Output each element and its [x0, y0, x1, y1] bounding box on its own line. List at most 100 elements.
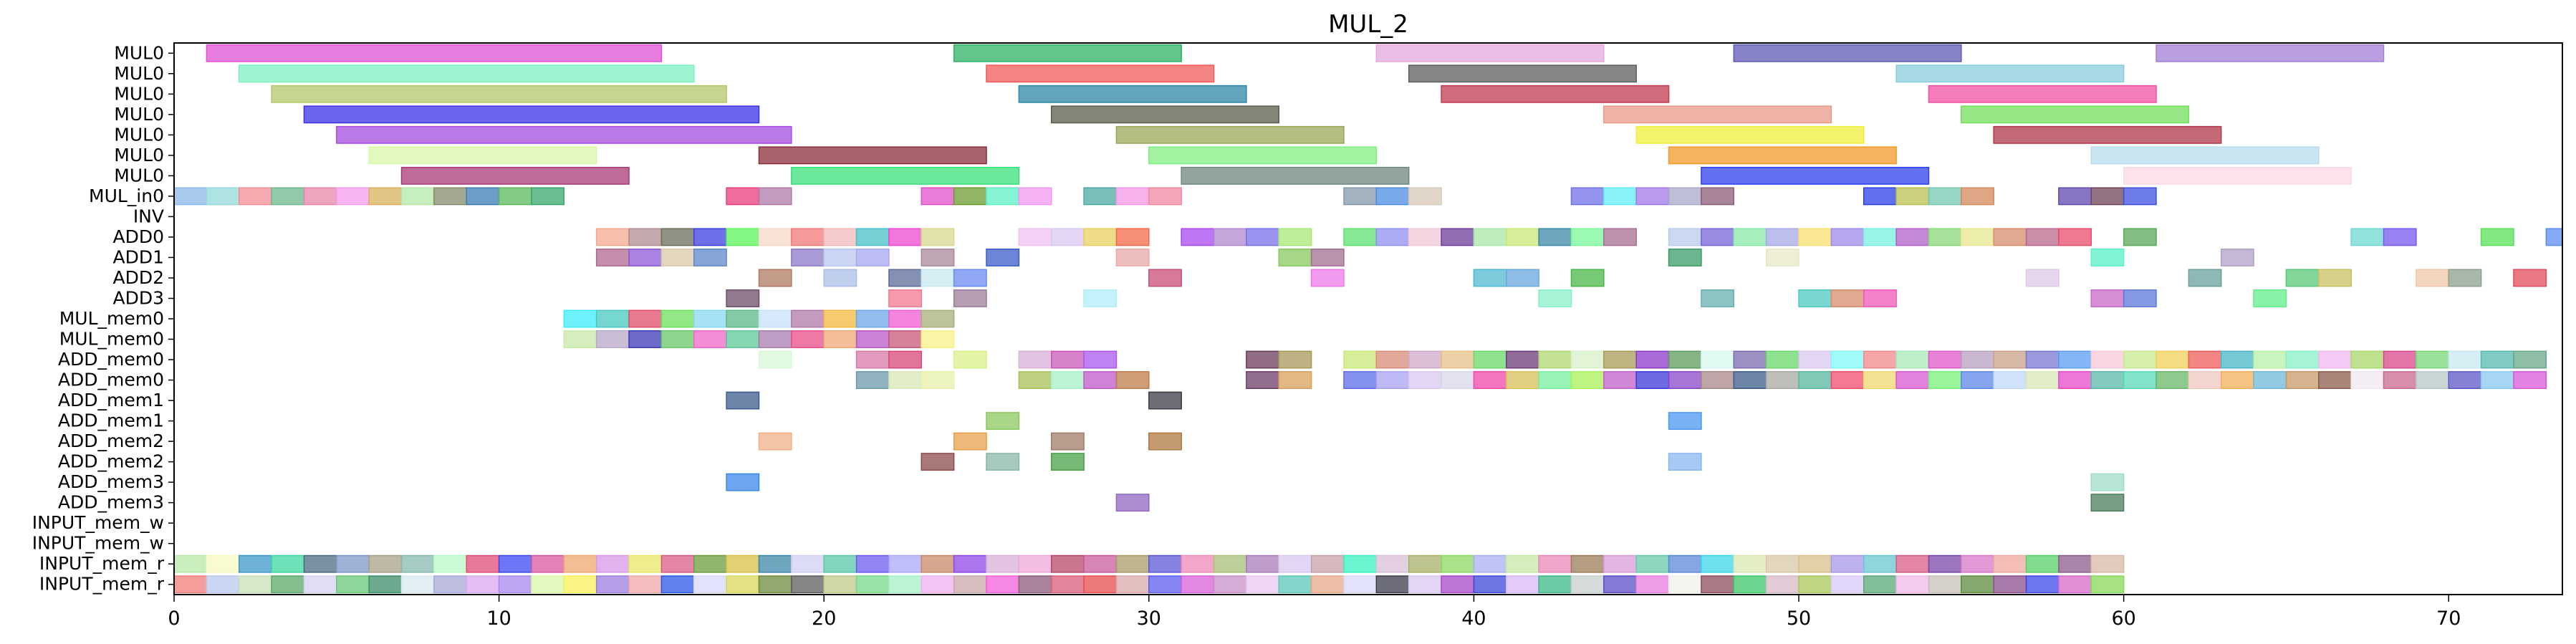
gantt-bar	[855, 309, 890, 328]
gantt-bar	[1246, 228, 1280, 246]
gantt-bar	[921, 187, 955, 206]
gantt-bar	[1181, 228, 1215, 246]
gantt-bar	[433, 187, 467, 206]
gantt-bar	[2123, 166, 2352, 185]
gantt-bar	[271, 575, 305, 594]
x-axis: 0 10 20 30 40 50 60 70	[168, 595, 2461, 630]
gantt-bar	[726, 330, 760, 348]
gantt-bar	[758, 228, 792, 246]
gantt-bar	[595, 575, 630, 594]
gantt-bar	[2253, 289, 2287, 307]
gantt-bar	[1570, 575, 1605, 594]
gantt-bar	[693, 249, 727, 266]
gantt-bar	[888, 371, 923, 389]
gantt-bar	[1115, 494, 1150, 512]
gantt-bar	[986, 249, 1020, 266]
gantt-bar	[888, 309, 923, 328]
gantt-bar	[888, 269, 923, 287]
gantt-bar	[1213, 554, 1247, 573]
gantt-bar	[2090, 554, 2125, 573]
gantt-bar	[1603, 105, 1832, 124]
gantt-bar	[2480, 350, 2514, 369]
gantt-bar	[758, 309, 792, 328]
gantt-bar	[1928, 554, 1962, 573]
gantt-bar	[1343, 554, 1378, 573]
gantt-bar	[726, 289, 760, 307]
gantt-bar	[1181, 166, 1410, 185]
gantt-bar	[1278, 575, 1312, 594]
gantt-bar	[1765, 350, 1799, 369]
gantt-bar	[1765, 554, 1799, 573]
gantt-bar	[2123, 350, 2157, 369]
gantt-bar	[888, 554, 923, 573]
gantt-bar	[921, 269, 955, 287]
gantt-bar	[1570, 554, 1605, 573]
gantt-bar	[855, 371, 890, 389]
gantt-bar	[1018, 575, 1052, 594]
x-tick-label: 40	[1461, 607, 1486, 630]
gantt-bar	[1830, 350, 1865, 369]
row-label: MUL_mem0	[59, 329, 164, 350]
gantt-bar	[1603, 350, 1637, 369]
gantt-bar	[1473, 269, 1507, 287]
gantt-bar	[791, 575, 825, 594]
gantt-bar	[1993, 371, 2027, 389]
gantt-bar	[1895, 64, 2125, 83]
gantt-bar	[1895, 228, 1930, 246]
gantt-bar	[498, 575, 532, 594]
gantt-bar	[1733, 554, 1767, 573]
gantt-bar	[1310, 575, 1345, 594]
gantt-bar	[888, 289, 923, 307]
gantt-bar	[1148, 269, 1182, 287]
gantt-bar	[921, 371, 955, 389]
gantt-bar	[531, 554, 565, 573]
gantt-bar	[1701, 289, 1735, 307]
gantt-bar	[726, 575, 760, 594]
gantt-bar	[1050, 554, 1085, 573]
gantt-bar	[1961, 575, 1994, 594]
plot-area-frame	[173, 42, 2563, 595]
gantt-bar	[1603, 228, 1637, 246]
gantt-bar	[921, 453, 955, 471]
gantt-bar	[1246, 371, 1280, 389]
gantt-bar	[1733, 350, 1767, 369]
gantt-bar	[921, 309, 955, 328]
gantt-bar	[823, 249, 857, 266]
gantt-bar	[726, 391, 760, 410]
gantt-bar	[758, 554, 792, 573]
gantt-bar	[1050, 432, 1085, 451]
gantt-bar	[368, 575, 403, 594]
row-label: ADD3	[112, 287, 164, 308]
gantt-bar	[726, 187, 760, 206]
gantt-bar	[1375, 554, 1410, 573]
bars-layer	[173, 44, 2563, 594]
gantt-bar	[2220, 371, 2254, 389]
gantt-bar	[791, 228, 825, 246]
gantt-bar	[2350, 350, 2385, 369]
gantt-bar	[693, 228, 727, 246]
gantt-bar	[1343, 350, 1378, 369]
gantt-bar	[758, 350, 792, 369]
gantt-bar	[986, 64, 1215, 83]
row-label: MUL0	[114, 145, 164, 165]
gantt-bar	[2090, 249, 2125, 266]
gantt-bar	[531, 575, 565, 594]
gantt-bar	[888, 350, 923, 369]
gantt-bar	[1538, 228, 1572, 246]
gantt-bar	[1441, 371, 1475, 389]
gantt-bar	[1961, 228, 1994, 246]
row-label: ADD_mem0	[58, 370, 164, 390]
row-label: ADD0	[112, 226, 164, 247]
gantt-bar	[1961, 350, 1994, 369]
gantt-bar	[1928, 350, 1962, 369]
gantt-bar	[1701, 371, 1735, 389]
gantt-bar	[2383, 350, 2417, 369]
gantt-bar	[595, 249, 630, 266]
gantt-bar	[1278, 228, 1312, 246]
gantt-bar	[1083, 228, 1118, 246]
gantt-bar	[823, 269, 857, 287]
gantt-bar	[1570, 187, 1605, 206]
gantt-bar	[1018, 228, 1052, 246]
gantt-bar	[921, 249, 955, 266]
gantt-bar	[531, 187, 565, 206]
